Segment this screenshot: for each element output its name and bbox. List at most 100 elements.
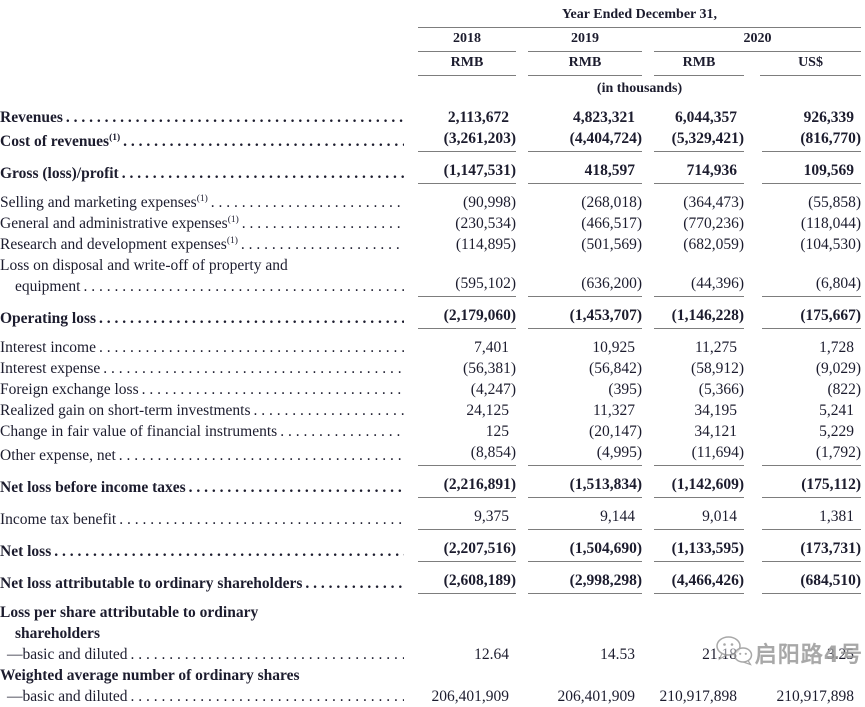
value-text: (636,200) xyxy=(581,275,642,292)
value-text: 11,327 xyxy=(592,402,635,419)
table-row: Revenues . . . . . . . . . . . . . . . .… xyxy=(0,98,861,128)
value-text: (1,142,609) xyxy=(671,476,744,493)
value-text: (595,102) xyxy=(455,275,516,292)
value-text: 206,401,909 xyxy=(557,688,636,705)
row-value xyxy=(406,665,516,686)
dot-leader: . . . . . . . . . . . . . . . . . . . . … xyxy=(241,215,404,232)
row-value: 1,381 xyxy=(744,498,862,530)
row-label: Cost of revenues(1) . . . . . . . . . . … xyxy=(0,128,406,152)
value-text: (3,261,203) xyxy=(443,130,516,147)
row-value: (8,854) xyxy=(406,442,516,466)
units-note: (in thousands) xyxy=(596,81,683,96)
row-value: 418,597 xyxy=(516,152,642,184)
table-row: Foreign exchange loss . . . . . . . . . … xyxy=(0,379,861,400)
value-text: (364,473) xyxy=(683,194,744,211)
row-label: Net loss attributable to ordinary shareh… xyxy=(0,562,406,594)
footnote-ref: (1) xyxy=(109,132,121,143)
dot-leader: . . . . . . . . . . . . . . . . . . . . … xyxy=(280,423,404,440)
row-value: 3.25 xyxy=(744,644,861,665)
row-label-text: Loss on disposal and write-off of proper… xyxy=(0,257,288,274)
row-label-text: Interest income xyxy=(0,339,96,356)
row-value: (2,179,060) xyxy=(406,297,516,329)
table-row: Change in fair value of financial instru… xyxy=(0,421,861,442)
value-text: 4,823,321 xyxy=(573,109,635,126)
row-value: (9,029) xyxy=(744,358,861,379)
value-text: 9,375 xyxy=(474,508,509,525)
value-text: (20,147) xyxy=(589,423,642,440)
dot-leader: . . . . . . . . . . . . . . . . . . . . … xyxy=(99,310,404,327)
row-label-text: —basic and diluted xyxy=(7,646,128,663)
row-value: (1,504,690) xyxy=(516,530,642,562)
table-row: Cost of revenues(1) . . . . . . . . . . … xyxy=(0,128,862,152)
row-label: Revenues . . . . . . . . . . . . . . . .… xyxy=(0,98,406,128)
table-body: Revenues . . . . . . . . . . . . . . . .… xyxy=(0,98,862,707)
value-text: (1,146,228) xyxy=(671,307,744,324)
year-2018: 2018 xyxy=(418,30,516,52)
row-value: 210,917,898 xyxy=(642,686,744,707)
table-row: Gross (loss)/profit . . . . . . . . . . … xyxy=(0,152,862,184)
table-row: Operating loss . . . . . . . . . . . . .… xyxy=(0,297,862,329)
value-text: (684,510) xyxy=(800,572,862,589)
table-title: Year Ended December 31, xyxy=(418,6,862,28)
value-text: 6,044,357 xyxy=(675,109,737,126)
row-label-text: Interest expense xyxy=(0,360,101,377)
currency-cell: US$ xyxy=(744,52,862,76)
row-label: General and administrative expenses(1) .… xyxy=(0,213,406,234)
table-row: Net loss attributable to ordinary shareh… xyxy=(0,562,862,594)
row-value: 1,728 xyxy=(744,329,861,358)
row-label: —basic and diluted . . . . . . . . . . .… xyxy=(0,686,406,707)
value-text: (4,995) xyxy=(596,444,642,461)
header-spacer xyxy=(0,76,406,98)
row-label-text: Revenues xyxy=(0,109,63,126)
value-text: (118,044) xyxy=(800,215,862,232)
row-value: (816,770) xyxy=(744,128,862,152)
table-row: General and administrative expenses(1) .… xyxy=(0,213,861,234)
row-value: 4,823,321 xyxy=(516,98,642,128)
row-value: 11,327 xyxy=(516,400,642,421)
watermark: 启阳路4号 xyxy=(715,635,863,671)
row-label: Loss per share attributable to ordinary s… xyxy=(0,594,406,644)
footnote-ref: (1) xyxy=(196,193,208,204)
table-row: Net loss . . . . . . . . . . . . . . . .… xyxy=(0,530,862,562)
dot-leader: . . . . . . . . . . . . . . . . . . . . … xyxy=(123,133,404,150)
row-value: (4,466,426) xyxy=(642,562,744,594)
row-value: (2,207,516) xyxy=(406,530,516,562)
dot-leader: . . . . . . . . . . . . . . . . . . . . … xyxy=(54,543,404,560)
row-value: 206,401,909 xyxy=(516,686,642,707)
row-label: Selling and marketing expenses(1) . . . … xyxy=(0,184,406,213)
value-text: (2,998,298) xyxy=(569,572,642,589)
row-value xyxy=(516,665,642,686)
value-text: (58,912) xyxy=(691,360,744,377)
row-label-text: Net loss attributable to ordinary shareh… xyxy=(0,575,303,592)
currency-rmb-2020: RMB xyxy=(654,54,744,76)
value-text: (8,854) xyxy=(470,444,516,461)
value-text: 1,728 xyxy=(819,339,855,356)
row-label-text: Foreign exchange loss xyxy=(0,381,139,398)
row-value: (44,396) xyxy=(642,255,744,297)
value-text: 2,113,672 xyxy=(447,109,509,126)
dot-leader: . . . . . . . . . . . . . . . . . . . . … xyxy=(65,109,404,126)
row-value: 9,375 xyxy=(406,498,516,530)
value-text: 714,936 xyxy=(686,162,737,179)
row-value: (118,044) xyxy=(744,213,861,234)
year-2020: 2020 xyxy=(654,30,862,52)
value-text: (1,513,834) xyxy=(569,476,642,493)
row-label-text: General and administrative expenses(1) xyxy=(0,214,239,232)
row-value: (1,147,531) xyxy=(406,152,516,184)
row-value: (1,513,834) xyxy=(516,466,642,498)
header-title-cell: Year Ended December 31, xyxy=(406,4,862,28)
row-label-text: Research and development expenses(1) xyxy=(0,235,238,253)
value-text: 1,381 xyxy=(819,508,855,525)
value-text: (2,216,891) xyxy=(443,476,516,493)
currency-cell: RMB xyxy=(642,52,744,76)
row-value: (501,569) xyxy=(516,234,642,255)
table-row: Loss per share attributable to ordinary s… xyxy=(0,594,861,644)
table-row: Realized gain on short-term investments … xyxy=(0,400,861,421)
row-value: (1,453,707) xyxy=(516,297,642,329)
value-text: (1,133,595) xyxy=(671,540,744,557)
dot-leader: . . . . . . . . . . . . . . . . . . . . … xyxy=(141,381,404,398)
row-label-text: Loss per share attributable to ordinary xyxy=(0,604,259,621)
row-value: 24,125 xyxy=(406,400,516,421)
row-label-text: Change in fair value of financial instru… xyxy=(0,423,278,440)
row-value: (11,694) xyxy=(642,442,744,466)
